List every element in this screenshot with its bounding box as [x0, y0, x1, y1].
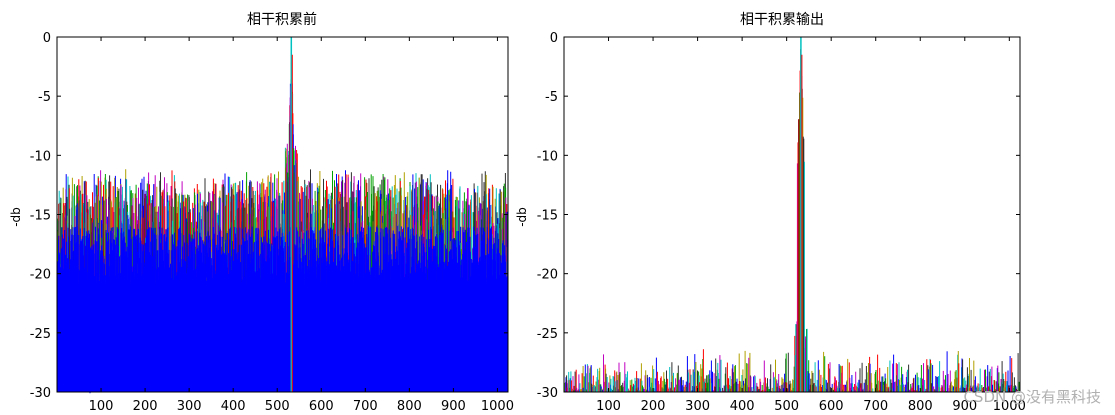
- chart-right-xtick-label: 800: [908, 399, 933, 414]
- chart-right-xtick-label: 600: [819, 399, 844, 414]
- chart-left-plot-area: 0 -5 -10 -15 -20 -25 -30 100 200 300 400 500 600 700 8…: [30, 31, 514, 414]
- chart-left: 相干积累前 -db 0 -5 -10 -15 -20 -25 -30 100 200 300 400…: [9, 11, 514, 414]
- chart-right-ytick-label: -30: [537, 386, 558, 401]
- chart-left-xtick-label: 1000: [481, 399, 514, 414]
- chart-left-ytick-label: -5: [38, 90, 51, 105]
- chart-right-ytick-label: 0: [550, 31, 558, 46]
- chart-left-xtick-label: 600: [309, 399, 334, 414]
- chart-right-xtick-label: 400: [730, 399, 755, 414]
- chart-left-xtick-label: 300: [177, 399, 202, 414]
- chart-left-ylabel: -db: [9, 207, 23, 227]
- chart-left-ytick-label: -10: [30, 149, 51, 164]
- chart-left-xtick-label: 700: [353, 399, 378, 414]
- chart-right-ytick-label: -15: [537, 209, 558, 224]
- chart-left-ytick-label: -20: [30, 268, 51, 283]
- chart-left-ytick-label: -15: [30, 209, 51, 224]
- chart-right-plot-area: 0 -5 -10 -15 -20 -25 -30 100 200 300 400 500 600 700 8…: [537, 31, 1026, 414]
- chart-right-xtick-label: 100: [596, 399, 621, 414]
- watermark: CSDN @没有黑科技: [963, 388, 1101, 406]
- chart-right-title: 相干积累输出: [740, 12, 824, 28]
- chart-left-ytick-label: 0: [43, 31, 51, 46]
- chart-left-xtick-label: 900: [441, 399, 466, 414]
- chart-right-xtick-label: 200: [641, 399, 666, 414]
- chart-right-xtick-label: 900: [952, 399, 977, 414]
- chart-right-xtick-label: 300: [685, 399, 710, 414]
- chart-right-series: [563, 37, 1021, 392]
- chart-right-frame: [563, 36, 1021, 393]
- chart-right-xtick-label: 1000: [993, 399, 1026, 414]
- chart-right-ytick-label: -25: [537, 327, 558, 342]
- chart-right-ytick-label: -10: [537, 149, 558, 164]
- chart-left-xtick-label: 400: [221, 399, 246, 414]
- chart-left-title: 相干积累前: [247, 11, 317, 28]
- chart-left-xtick-label: 200: [133, 399, 158, 414]
- chart-left-series: [56, 37, 509, 394]
- chart-right-xtick-label: 500: [774, 399, 799, 414]
- chart-left-ytick-label: -25: [30, 327, 51, 342]
- chart-left-xtick-label: 100: [89, 399, 114, 414]
- chart-left-xtick-label: 500: [265, 399, 290, 414]
- chart-right-ytick-label: -5: [545, 90, 558, 105]
- chart-right: 相干积累输出 -db 0 -5 -10 -15 -20 -25 -30 100 200 300 40…: [515, 12, 1026, 414]
- chart-right-xtick-label: 700: [863, 399, 888, 414]
- chart-left-xtick-label: 800: [397, 399, 422, 414]
- chart-right-ytick-label: -20: [537, 268, 558, 283]
- chart-right-ylabel: -db: [515, 207, 529, 227]
- chart-left-ytick-label: -30: [30, 386, 51, 401]
